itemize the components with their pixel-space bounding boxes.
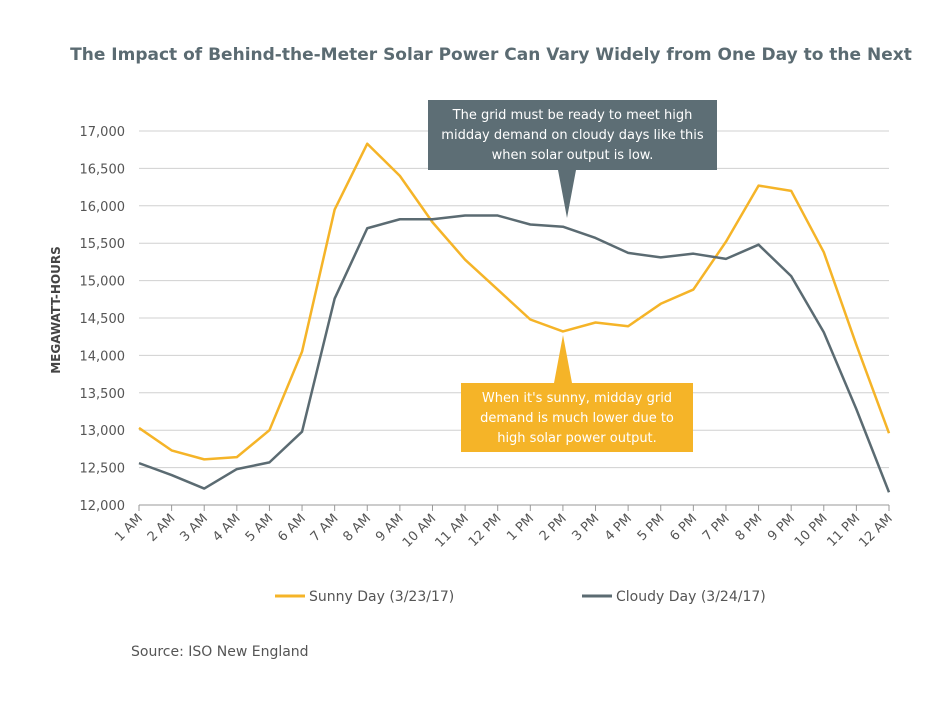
x-tick-label: 1 AM <box>112 511 146 545</box>
x-tick-label: 6 AM <box>275 511 309 545</box>
x-tick-label: 7 AM <box>308 511 342 545</box>
callout-pointer <box>558 170 576 218</box>
x-tick-label: 11 PM <box>825 511 864 550</box>
y-tick-label: 14,000 <box>80 349 126 364</box>
x-tick-label: 12 AM <box>856 511 895 550</box>
x-tick-label: 2 AM <box>145 511 179 545</box>
legend-label: Sunny Day (3/23/17) <box>309 589 454 605</box>
legend-label: Cloudy Day (3/24/17) <box>616 589 766 605</box>
y-tick-label: 12,000 <box>80 499 126 514</box>
chart-title: The Impact of Behind-the-Meter Solar Pow… <box>70 45 912 65</box>
x-tick-label: 3 PM <box>569 511 602 544</box>
x-tick-label: 2 PM <box>537 511 570 544</box>
y-tick-label: 14,500 <box>80 312 126 327</box>
x-tick-label: 11 AM <box>432 511 471 550</box>
y-tick-label: 15,500 <box>80 237 126 252</box>
x-tick-label: 4 AM <box>210 511 244 545</box>
x-tick-label: 10 PM <box>792 511 831 550</box>
y-tick-label: 17,000 <box>80 125 126 140</box>
x-tick-label: 3 AM <box>177 511 211 545</box>
y-tick-label: 16,000 <box>80 200 126 215</box>
series-line <box>138 142 891 461</box>
x-tick-label: 7 PM <box>700 511 733 544</box>
y-axis-label: MEGAWATT-HOURS <box>49 246 63 374</box>
x-tick-label: 6 PM <box>667 511 700 544</box>
x-tick-label: 12 PM <box>466 511 505 550</box>
callout-pointer <box>554 335 572 383</box>
series-line <box>138 214 891 493</box>
annotation: When it's sunny, midday grid demand is m… <box>461 383 693 452</box>
source: Source: ISO New England <box>131 644 309 660</box>
y-tick-label: 13,000 <box>80 424 126 439</box>
x-tick-label: 8 AM <box>340 511 374 545</box>
y-tick-label: 12,500 <box>80 462 126 477</box>
x-tick-label: 1 PM <box>504 511 537 544</box>
y-tick-label: 13,500 <box>80 387 126 402</box>
x-tick-label: 10 AM <box>400 511 439 550</box>
annotation: The grid must be ready to meet high midd… <box>428 100 717 170</box>
x-tick-label: 5 AM <box>243 511 277 545</box>
y-tick-label: 16,500 <box>80 162 126 177</box>
x-tick-label: 5 PM <box>635 511 668 544</box>
x-tick-label: 4 PM <box>602 511 635 544</box>
y-tick-label: 15,000 <box>80 275 126 290</box>
x-tick-label: 8 PM <box>733 511 766 544</box>
